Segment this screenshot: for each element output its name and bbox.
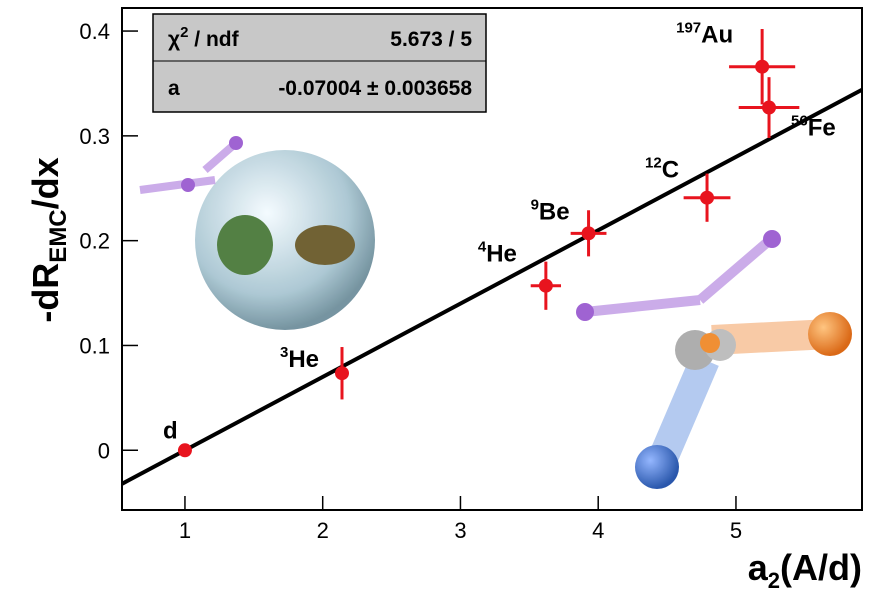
x-tick-label: 5 [730, 518, 742, 543]
x-axis-label: a2(A/d) [748, 547, 862, 590]
label-text: d [163, 417, 178, 444]
stats-value: 5.673 / 5 [390, 28, 472, 51]
data-point [335, 347, 349, 399]
y-axis-label: -dREMC/dx [25, 157, 72, 322]
label-sup: 12 [645, 155, 662, 172]
y-tick-label: 0.2 [79, 229, 110, 254]
x-tick-label: 1 [179, 518, 191, 543]
label-text: Au [701, 22, 733, 49]
label-text: Be [539, 198, 570, 225]
point [582, 226, 596, 240]
stats-box: χ2 / ndf 5.673 / 5 a -0.07004 ± 0.003658 [153, 14, 486, 112]
label-text: He [288, 346, 319, 373]
label-sup: 3 [280, 344, 288, 361]
stats-chi: χ [168, 28, 180, 51]
y-tick-label: 0.4 [79, 19, 110, 44]
point [335, 366, 349, 380]
point [178, 443, 192, 457]
stats-label: a [168, 77, 180, 100]
x-label-main: a [748, 547, 769, 588]
point-label: 197Au [676, 20, 733, 49]
point [539, 279, 553, 293]
stats-ndf: / ndf [188, 28, 239, 51]
y-tick-label: 0 [98, 438, 110, 463]
label-sup: 56 [791, 113, 808, 130]
label-text: C [662, 157, 679, 184]
page: {"chart_data": {"type": "scatter", "xlab… [0, 0, 869, 590]
point-label: d [163, 417, 178, 444]
point-label: 3He [280, 344, 319, 373]
point [762, 101, 776, 115]
point [700, 191, 714, 205]
x-tick-label: 3 [454, 518, 466, 543]
point-label: 56Fe [791, 113, 836, 142]
data-point [531, 262, 561, 310]
data-point [571, 210, 607, 256]
point [755, 60, 769, 74]
stats-chi-sup: 2 [180, 24, 188, 41]
stats-label: χ2 / ndf [168, 24, 240, 51]
x-label-sub: 2 [768, 568, 780, 590]
data-point [729, 29, 795, 104]
label-sup: 9 [531, 196, 539, 213]
y-tick-label: 0.1 [79, 333, 110, 358]
point-label: 4He [478, 239, 517, 268]
point-label: 12C [645, 155, 679, 184]
x-tick-label: 2 [317, 518, 329, 543]
y-label-rest: /dx [25, 157, 66, 209]
y-label-sub: EMC [45, 209, 72, 262]
x-tick-label: 4 [592, 518, 604, 543]
point-label: 9Be [531, 196, 570, 225]
illustration-nucleus [140, 136, 375, 330]
stats-value: -0.07004 ± 0.003658 [278, 77, 472, 100]
chart: χ2 / ndf 5.673 / 5 a -0.07004 ± 0.003658… [0, 0, 869, 590]
y-label-main: -dR [25, 263, 66, 323]
label-text: Fe [808, 115, 836, 142]
label-text: He [486, 241, 517, 268]
illustration-scattering [576, 230, 852, 489]
data-point [178, 443, 192, 457]
label-sup: 197 [676, 20, 701, 37]
y-tick-label: 0.3 [79, 124, 110, 149]
x-label-rest: (A/d) [780, 547, 862, 588]
